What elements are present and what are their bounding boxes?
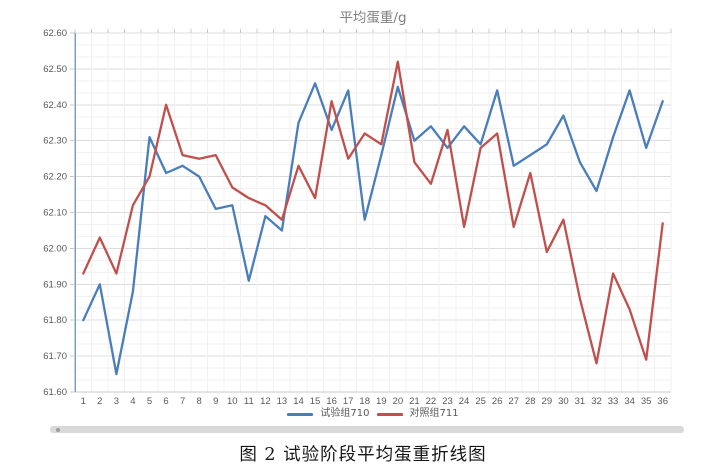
x-tick-label: 34 xyxy=(624,396,635,407)
x-tick-label: 7 xyxy=(180,396,185,407)
legend-line-swatch-series-1 xyxy=(376,412,403,416)
x-tick-label: 29 xyxy=(542,396,553,407)
x-tick-label: 26 xyxy=(492,396,503,407)
scrollbar-dot xyxy=(56,428,60,432)
x-tick-label: 14 xyxy=(293,396,304,407)
x-tick-label: 33 xyxy=(608,396,619,407)
x-tick-label: 2 xyxy=(97,396,102,407)
x-tick-label: 1 xyxy=(81,396,86,407)
y-tick-label: 62.20 xyxy=(43,172,67,183)
x-tick-label: 19 xyxy=(376,396,387,407)
series-line-1 xyxy=(82,60,664,365)
legend-line-swatch-series-0 xyxy=(287,412,314,416)
y-tick-label: 61.80 xyxy=(43,315,67,326)
x-tick-label: 32 xyxy=(591,396,602,407)
horizontal-scrollbar[interactable] xyxy=(50,426,684,433)
x-tick-label: 6 xyxy=(163,396,168,407)
x-tick-label: 13 xyxy=(277,396,288,407)
x-tick-label: 10 xyxy=(227,396,238,407)
x-tick-label: 17 xyxy=(343,396,354,407)
x-tick-label: 27 xyxy=(508,396,519,407)
x-tick-label: 16 xyxy=(326,396,337,407)
x-tick-label: 31 xyxy=(575,396,586,407)
y-tick-label: 62.30 xyxy=(43,136,67,147)
legend: 试验组710 对照组711 xyxy=(75,406,671,422)
series-line-0 xyxy=(82,82,664,376)
x-tick-label: 3 xyxy=(114,396,119,407)
x-tick-label: 28 xyxy=(525,396,536,407)
x-tick-label: 30 xyxy=(558,396,569,407)
x-tick-label: 5 xyxy=(147,396,152,407)
x-tick-label: 23 xyxy=(442,396,453,407)
legend-label-series-0: 试验组710 xyxy=(320,408,370,419)
x-tick-label: 22 xyxy=(426,396,437,407)
x-tick-label: 35 xyxy=(641,396,652,407)
x-tick-label: 12 xyxy=(260,396,271,407)
y-tick-label: 62.00 xyxy=(43,243,67,254)
x-tick-label: 20 xyxy=(393,396,404,407)
y-tick-label: 62.10 xyxy=(43,208,67,219)
x-tick-label: 8 xyxy=(197,396,202,407)
x-tick-label: 18 xyxy=(359,396,370,407)
x-tick-label: 36 xyxy=(657,396,668,407)
x-tick-label: 4 xyxy=(130,396,135,407)
x-tick-label: 24 xyxy=(459,396,470,407)
figure-caption: 图 2 试验阶段平均蛋重折线图 xyxy=(239,445,487,465)
y-tick-label: 62.50 xyxy=(43,64,67,75)
y-tick-label: 61.90 xyxy=(43,279,67,290)
x-tick-label: 21 xyxy=(409,396,420,407)
y-tick-label: 61.60 xyxy=(43,387,67,398)
y-tick-label: 61.70 xyxy=(43,351,67,362)
y-tick-label: 62.60 xyxy=(43,28,67,39)
x-tick-label: 11 xyxy=(244,396,254,407)
x-tick-label: 15 xyxy=(310,396,321,407)
x-tick-label: 9 xyxy=(213,396,218,407)
y-tick-label: 62.40 xyxy=(43,100,67,111)
x-tick-label: 25 xyxy=(475,396,486,407)
legend-label-series-1: 对照组711 xyxy=(409,408,459,419)
chart-title: 平均蛋重/g xyxy=(339,10,407,26)
